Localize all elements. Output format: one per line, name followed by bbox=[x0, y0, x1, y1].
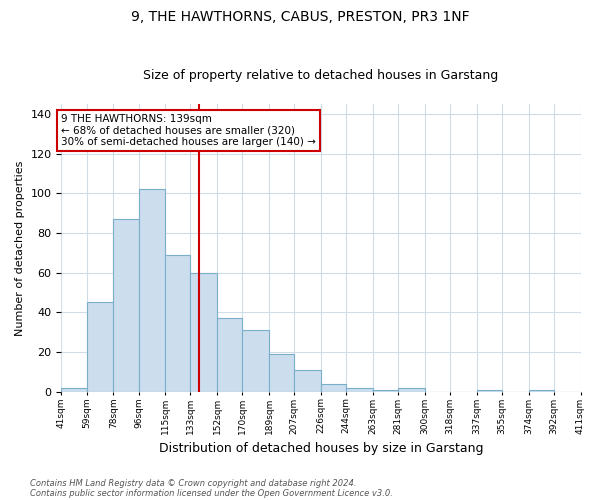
Bar bbox=[139, 190, 165, 392]
Text: 9 THE HAWTHORNS: 139sqm
← 68% of detached houses are smaller (320)
30% of semi-d: 9 THE HAWTHORNS: 139sqm ← 68% of detache… bbox=[61, 114, 316, 147]
Text: Contains public sector information licensed under the Open Government Licence v3: Contains public sector information licen… bbox=[30, 488, 393, 498]
Bar bbox=[217, 318, 242, 392]
Bar bbox=[242, 330, 269, 392]
Bar bbox=[398, 388, 425, 392]
Bar bbox=[61, 388, 86, 392]
Text: 9, THE HAWTHORNS, CABUS, PRESTON, PR3 1NF: 9, THE HAWTHORNS, CABUS, PRESTON, PR3 1N… bbox=[131, 10, 469, 24]
Title: Size of property relative to detached houses in Garstang: Size of property relative to detached ho… bbox=[143, 69, 499, 82]
Bar bbox=[269, 354, 294, 392]
Text: Contains HM Land Registry data © Crown copyright and database right 2024.: Contains HM Land Registry data © Crown c… bbox=[30, 478, 356, 488]
Bar bbox=[529, 390, 554, 392]
Bar bbox=[476, 390, 502, 392]
X-axis label: Distribution of detached houses by size in Garstang: Distribution of detached houses by size … bbox=[159, 442, 483, 455]
Y-axis label: Number of detached properties: Number of detached properties bbox=[15, 160, 25, 336]
Bar bbox=[294, 370, 321, 392]
Bar bbox=[373, 390, 398, 392]
Bar bbox=[165, 255, 190, 392]
Bar bbox=[113, 219, 139, 392]
Bar bbox=[190, 272, 217, 392]
Bar bbox=[346, 388, 373, 392]
Bar bbox=[321, 384, 346, 392]
Bar bbox=[86, 302, 113, 392]
